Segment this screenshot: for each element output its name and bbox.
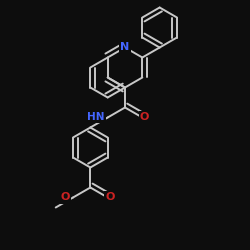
Text: O: O bbox=[140, 112, 149, 122]
Text: N: N bbox=[120, 42, 130, 52]
Text: O: O bbox=[106, 192, 115, 202]
Text: HN: HN bbox=[87, 112, 105, 122]
Text: O: O bbox=[61, 192, 70, 202]
